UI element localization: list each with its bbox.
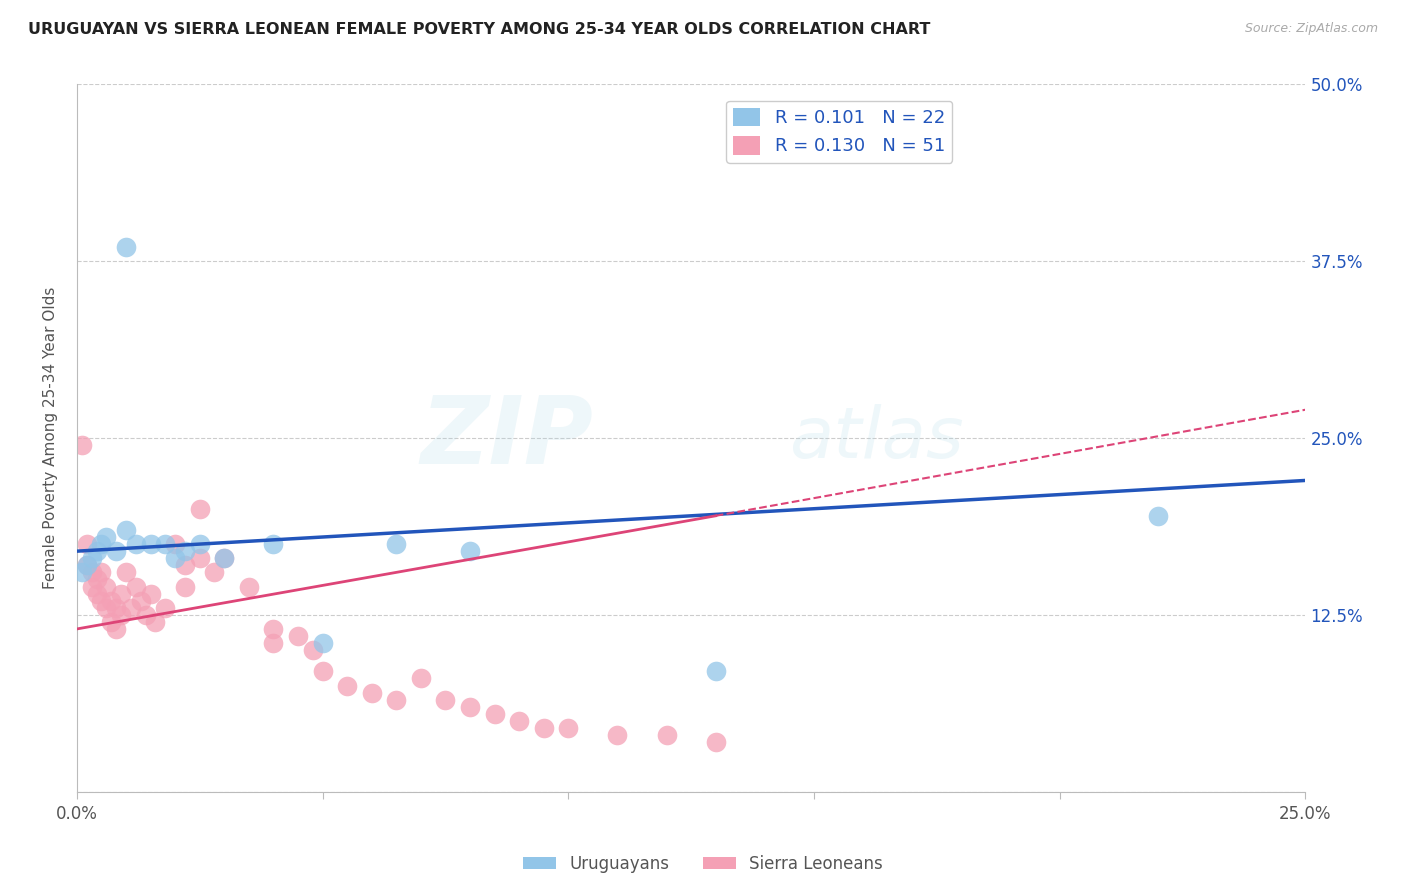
Point xyxy=(704,735,727,749)
Point xyxy=(336,679,359,693)
Point xyxy=(557,721,579,735)
Point xyxy=(409,672,432,686)
Point xyxy=(120,600,142,615)
Point xyxy=(80,580,103,594)
Point xyxy=(262,636,284,650)
Point xyxy=(301,643,323,657)
Point xyxy=(100,593,122,607)
Point xyxy=(76,558,98,573)
Point xyxy=(96,600,118,615)
Point xyxy=(125,580,148,594)
Point xyxy=(155,600,177,615)
Point xyxy=(86,573,108,587)
Point xyxy=(174,580,197,594)
Point xyxy=(76,558,98,573)
Point xyxy=(76,537,98,551)
Point xyxy=(86,544,108,558)
Text: URUGUAYAN VS SIERRA LEONEAN FEMALE POVERTY AMONG 25-34 YEAR OLDS CORRELATION CHA: URUGUAYAN VS SIERRA LEONEAN FEMALE POVER… xyxy=(28,22,931,37)
Point xyxy=(105,600,128,615)
Point xyxy=(508,714,530,728)
Point xyxy=(80,551,103,566)
Point xyxy=(96,530,118,544)
Point xyxy=(135,607,157,622)
Point xyxy=(188,537,211,551)
Point xyxy=(96,580,118,594)
Point xyxy=(655,728,678,742)
Point xyxy=(214,551,236,566)
Point xyxy=(385,692,408,706)
Point xyxy=(165,537,187,551)
Point xyxy=(115,240,138,254)
Point xyxy=(174,558,197,573)
Point xyxy=(90,537,112,551)
Point xyxy=(110,586,132,600)
Point xyxy=(287,629,309,643)
Point xyxy=(70,566,93,580)
Point xyxy=(458,544,481,558)
Point xyxy=(115,523,138,537)
Point xyxy=(110,607,132,622)
Legend: R = 0.101   N = 22, R = 0.130   N = 51: R = 0.101 N = 22, R = 0.130 N = 51 xyxy=(725,101,952,162)
Text: atlas: atlas xyxy=(789,403,965,473)
Point xyxy=(139,537,162,551)
Point xyxy=(90,593,112,607)
Point xyxy=(311,665,333,679)
Point xyxy=(434,692,457,706)
Point xyxy=(533,721,555,735)
Point xyxy=(105,622,128,636)
Point xyxy=(90,566,112,580)
Point xyxy=(704,665,727,679)
Point xyxy=(86,586,108,600)
Point xyxy=(125,537,148,551)
Text: Source: ZipAtlas.com: Source: ZipAtlas.com xyxy=(1244,22,1378,36)
Point xyxy=(165,551,187,566)
Text: ZIP: ZIP xyxy=(420,392,593,484)
Point xyxy=(238,580,260,594)
Point xyxy=(214,551,236,566)
Point xyxy=(155,537,177,551)
Point xyxy=(129,593,152,607)
Point xyxy=(70,438,93,452)
Point xyxy=(606,728,628,742)
Point xyxy=(311,636,333,650)
Y-axis label: Female Poverty Among 25-34 Year Olds: Female Poverty Among 25-34 Year Olds xyxy=(44,287,58,590)
Point xyxy=(145,615,167,629)
Point xyxy=(385,537,408,551)
Point xyxy=(174,544,197,558)
Point xyxy=(80,566,103,580)
Point xyxy=(1147,508,1170,523)
Point xyxy=(115,566,138,580)
Point xyxy=(100,615,122,629)
Legend: Uruguayans, Sierra Leoneans: Uruguayans, Sierra Leoneans xyxy=(516,848,890,880)
Point xyxy=(262,537,284,551)
Point xyxy=(105,544,128,558)
Point xyxy=(360,685,382,699)
Point xyxy=(458,699,481,714)
Point xyxy=(188,551,211,566)
Point xyxy=(484,706,506,721)
Point xyxy=(204,566,226,580)
Point xyxy=(262,622,284,636)
Point xyxy=(139,586,162,600)
Point xyxy=(188,501,211,516)
